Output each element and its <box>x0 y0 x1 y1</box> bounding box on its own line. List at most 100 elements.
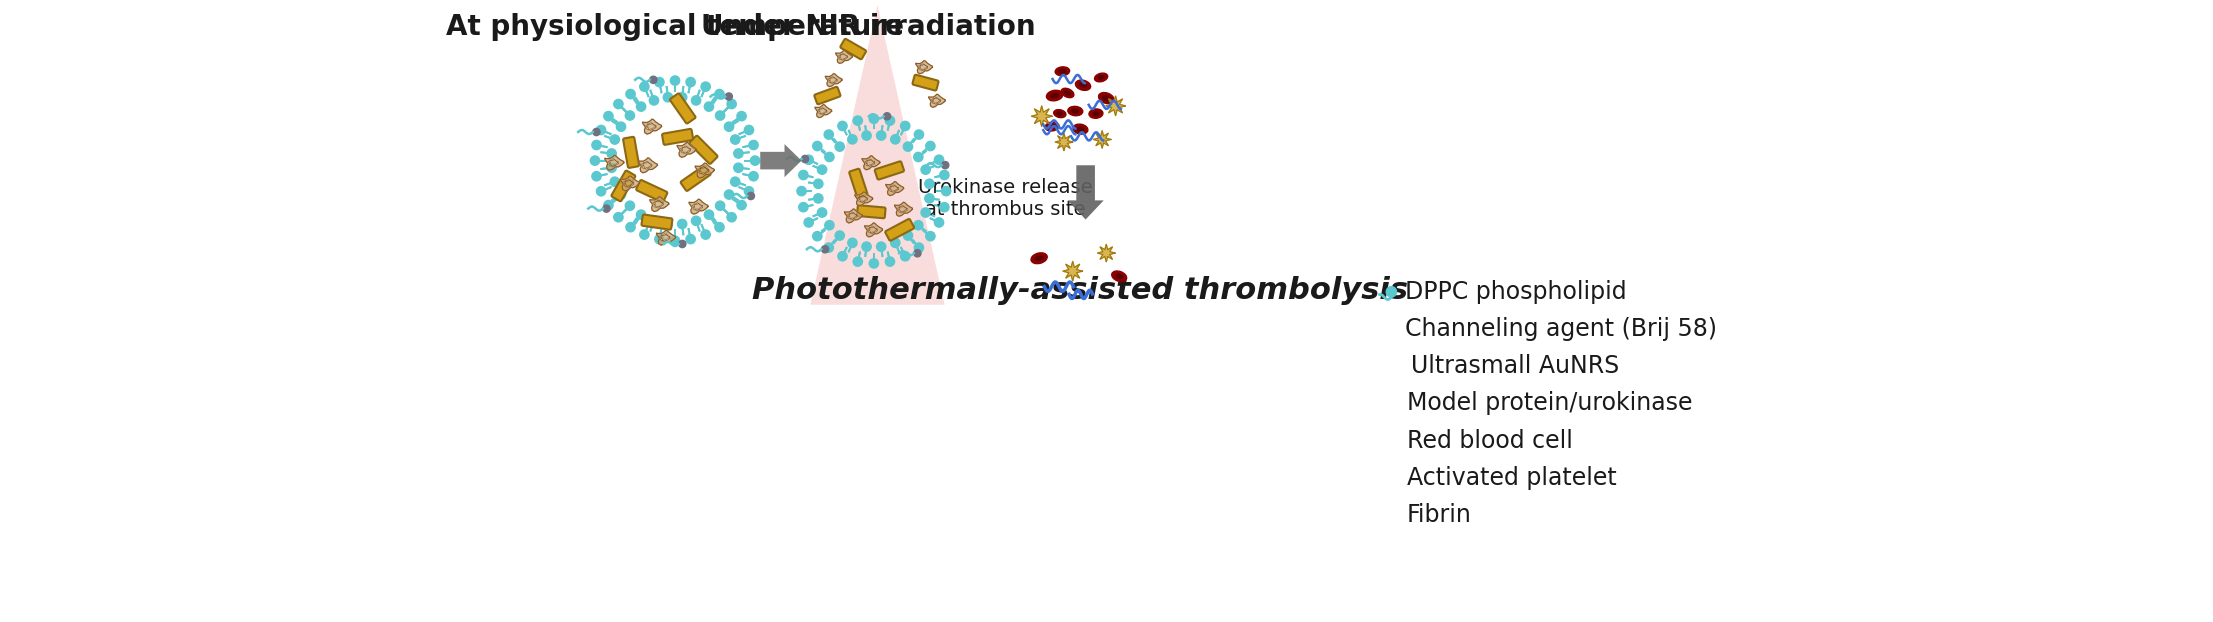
Circle shape <box>648 96 659 105</box>
Circle shape <box>890 238 901 248</box>
Circle shape <box>812 231 821 241</box>
Circle shape <box>861 242 872 251</box>
Circle shape <box>604 111 613 121</box>
Ellipse shape <box>1111 271 1126 282</box>
Circle shape <box>941 187 952 196</box>
Circle shape <box>839 121 848 131</box>
Ellipse shape <box>1036 256 1042 261</box>
Circle shape <box>854 116 863 125</box>
Circle shape <box>890 135 901 144</box>
Circle shape <box>690 216 702 226</box>
Ellipse shape <box>1060 70 1067 73</box>
Circle shape <box>593 128 600 136</box>
Ellipse shape <box>1076 80 1091 90</box>
Circle shape <box>1385 287 1396 297</box>
Circle shape <box>814 179 823 188</box>
Polygon shape <box>1062 261 1082 281</box>
Polygon shape <box>1093 131 1111 148</box>
Circle shape <box>834 142 845 151</box>
Circle shape <box>677 93 686 102</box>
Circle shape <box>750 156 759 165</box>
Circle shape <box>637 102 646 111</box>
FancyBboxPatch shape <box>662 129 693 145</box>
Circle shape <box>598 126 606 134</box>
Circle shape <box>704 102 713 111</box>
Circle shape <box>748 141 759 150</box>
Polygon shape <box>814 104 832 118</box>
Circle shape <box>726 93 733 100</box>
FancyBboxPatch shape <box>885 219 914 241</box>
Polygon shape <box>929 95 945 108</box>
Circle shape <box>934 218 943 227</box>
Circle shape <box>655 234 664 244</box>
Polygon shape <box>620 176 640 191</box>
Circle shape <box>737 200 746 210</box>
FancyBboxPatch shape <box>624 137 640 168</box>
FancyBboxPatch shape <box>850 169 867 198</box>
Circle shape <box>677 220 686 229</box>
Circle shape <box>651 76 657 83</box>
Circle shape <box>744 126 755 134</box>
FancyBboxPatch shape <box>682 165 710 191</box>
Circle shape <box>613 213 624 222</box>
Polygon shape <box>845 209 863 223</box>
Ellipse shape <box>1064 91 1071 95</box>
Circle shape <box>825 152 834 162</box>
Circle shape <box>606 149 615 158</box>
Circle shape <box>925 179 934 188</box>
FancyBboxPatch shape <box>874 161 903 180</box>
Ellipse shape <box>1047 90 1062 101</box>
Ellipse shape <box>1093 112 1100 116</box>
Circle shape <box>921 208 929 217</box>
Circle shape <box>664 220 673 229</box>
Circle shape <box>814 194 823 203</box>
Ellipse shape <box>1095 73 1109 82</box>
Polygon shape <box>761 144 801 177</box>
Circle shape <box>611 135 620 144</box>
Ellipse shape <box>1078 127 1084 131</box>
Circle shape <box>870 259 879 268</box>
FancyBboxPatch shape <box>856 205 885 218</box>
Ellipse shape <box>1390 439 1396 442</box>
Polygon shape <box>1067 165 1104 220</box>
Polygon shape <box>651 197 668 211</box>
Polygon shape <box>825 73 841 86</box>
Circle shape <box>690 96 702 105</box>
Circle shape <box>901 251 910 261</box>
Ellipse shape <box>1053 109 1067 118</box>
Polygon shape <box>637 158 657 173</box>
Circle shape <box>724 122 735 131</box>
Circle shape <box>598 187 606 196</box>
Circle shape <box>803 155 814 164</box>
Circle shape <box>604 200 613 210</box>
Ellipse shape <box>1080 83 1087 87</box>
Circle shape <box>1388 325 1396 333</box>
Polygon shape <box>604 156 624 170</box>
Circle shape <box>876 242 885 251</box>
Circle shape <box>613 100 624 109</box>
Ellipse shape <box>1069 106 1082 116</box>
Circle shape <box>715 223 724 232</box>
Ellipse shape <box>1098 93 1113 104</box>
FancyBboxPatch shape <box>637 180 668 202</box>
Circle shape <box>591 156 600 165</box>
Circle shape <box>686 78 695 86</box>
Polygon shape <box>854 192 872 206</box>
Circle shape <box>941 170 949 180</box>
Circle shape <box>870 114 879 123</box>
Circle shape <box>861 131 872 140</box>
Circle shape <box>799 203 808 212</box>
Circle shape <box>715 90 724 99</box>
Circle shape <box>903 231 912 240</box>
Text: Under NIR irradiation: Under NIR irradiation <box>702 13 1036 41</box>
Circle shape <box>730 135 739 144</box>
Circle shape <box>626 201 635 210</box>
Polygon shape <box>688 199 708 214</box>
Circle shape <box>799 170 808 180</box>
Polygon shape <box>642 119 662 134</box>
Circle shape <box>885 116 894 125</box>
Circle shape <box>848 238 856 248</box>
Polygon shape <box>885 182 903 195</box>
Circle shape <box>914 130 923 139</box>
Circle shape <box>834 231 845 240</box>
